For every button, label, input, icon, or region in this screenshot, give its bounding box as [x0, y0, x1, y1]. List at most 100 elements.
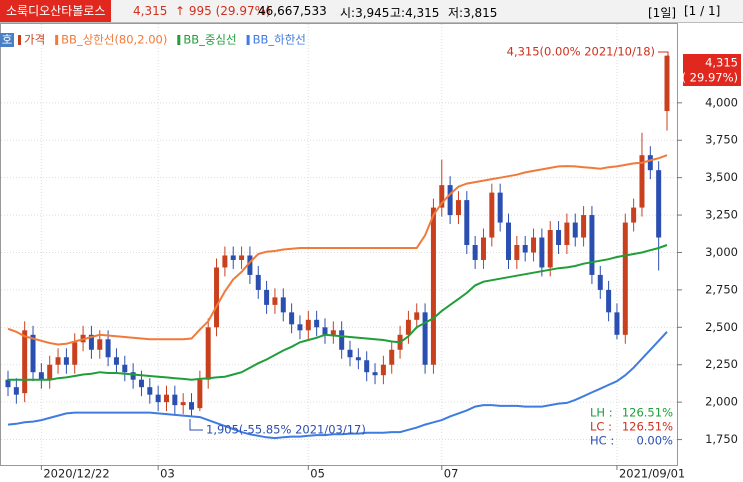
candle-body [180, 402, 186, 406]
candle-body [639, 155, 645, 208]
candle-body [230, 255, 236, 260]
volume: 46,667,533 [258, 4, 327, 18]
stock-name[interactable]: 소룩디오산타볼로스 [0, 0, 112, 22]
candle-body [172, 394, 178, 406]
candle-body [63, 357, 69, 365]
candle-body [606, 289, 612, 313]
stat-value: 126.51% [622, 406, 673, 420]
candle-body [522, 245, 528, 253]
badge-label: 호 [2, 33, 13, 47]
legend-swatch [177, 35, 181, 45]
y-tick-label: 3,500 [705, 170, 738, 184]
chart: 호 1,750 2,000 2,250 2,500 2,750 3,000 3,250 3,5… [0, 23, 741, 481]
legend-label: BB_중심선 [183, 33, 236, 47]
candle-body [72, 342, 78, 365]
candle-body [464, 200, 470, 245]
candle-body [480, 237, 486, 260]
candle-body [247, 255, 253, 275]
candle-body [105, 339, 111, 358]
candle-body [422, 312, 428, 365]
page-indicator: [1 / 1] [684, 4, 721, 18]
candle-body [489, 192, 495, 238]
legend-label: BB_상한선(80,2.00) [61, 33, 167, 47]
candle-body [13, 387, 19, 395]
candle-body [389, 349, 395, 365]
candle-body [447, 185, 453, 216]
x-tick-label: 05 [310, 467, 325, 481]
y-tick-label: 3,750 [705, 133, 738, 147]
y-tick-label: 2,000 [705, 395, 738, 409]
candle-body [22, 330, 28, 394]
stat-label: LH : [590, 406, 613, 420]
x-tick-label: 2020/12/22 [43, 467, 109, 481]
candle-body [314, 319, 320, 328]
min-annotation: 1,905(-55.85% 2021/03/17) [206, 423, 366, 437]
legend-swatch [246, 35, 250, 45]
header-bar: 소룩디오산타볼로스 4,315 ↑ 995 (29.97%) 46,667,53… [0, 0, 743, 23]
candle-body [239, 255, 245, 260]
period-button[interactable]: [1일] [648, 6, 677, 20]
stat-label: LC : [590, 420, 612, 434]
candle-body [30, 334, 36, 373]
x-tick-label: 03 [160, 467, 175, 481]
candle-body [55, 357, 61, 365]
y-tick-label: 1,750 [705, 432, 738, 446]
x-tick-label: 2021/09/01 [619, 467, 685, 481]
max-annotation: 4,315(0.00% 2021/10/18) [507, 45, 655, 59]
legend-label: 가격 [24, 33, 45, 47]
candle-body [155, 394, 161, 403]
legend-swatch [55, 35, 59, 45]
bb-line [7, 154, 668, 346]
candle-body [189, 402, 195, 410]
candle-body [322, 327, 328, 335]
candle-body [380, 364, 386, 376]
candle-body [197, 379, 203, 409]
candle-body [614, 312, 620, 335]
price-tag-change: ( 29.97%) [682, 71, 738, 85]
y-tick-label: 2,250 [705, 357, 738, 371]
low-price: 저:3,815 [448, 6, 498, 20]
candle-body [5, 379, 11, 388]
candle-body [280, 297, 286, 313]
candle-body [163, 394, 169, 403]
candle-body [347, 349, 353, 358]
price: 4,315 [133, 4, 168, 18]
candle-body [439, 185, 445, 208]
price-tag [683, 54, 741, 86]
bb-line [8, 244, 668, 381]
max-pointer [658, 51, 669, 59]
candle-body [597, 274, 603, 290]
candle-body [430, 207, 436, 365]
candle-body [339, 330, 345, 350]
candle-body [289, 312, 295, 325]
candle-body [372, 372, 378, 376]
candle-body [564, 222, 570, 245]
candle-body [497, 192, 503, 223]
candle-body [214, 267, 220, 328]
x-tick-label: 07 [444, 467, 459, 481]
candle-body [255, 274, 261, 290]
y-tick-label: 3,250 [705, 208, 738, 222]
candle-body [539, 237, 545, 268]
badge[interactable] [0, 33, 14, 47]
candle-body [97, 339, 103, 350]
candle-body [47, 364, 53, 380]
candle-body [297, 324, 303, 331]
min-pointer [189, 419, 203, 431]
candle-body [272, 297, 278, 305]
candle-body [455, 200, 461, 216]
y-tick-label: 4,000 [705, 95, 738, 109]
stat-value: 0.00% [636, 434, 673, 448]
stat-label: HC : [590, 434, 614, 448]
candle-body [514, 245, 520, 260]
candle-body [589, 215, 595, 275]
candle-body [547, 230, 553, 268]
candle-body [138, 379, 144, 388]
legend-swatch [18, 35, 21, 45]
candle-body [572, 222, 578, 238]
price-tag-price: 4,315 [705, 56, 738, 70]
bb-line [7, 331, 668, 440]
candle-body [556, 230, 562, 245]
candle-body [664, 55, 670, 112]
